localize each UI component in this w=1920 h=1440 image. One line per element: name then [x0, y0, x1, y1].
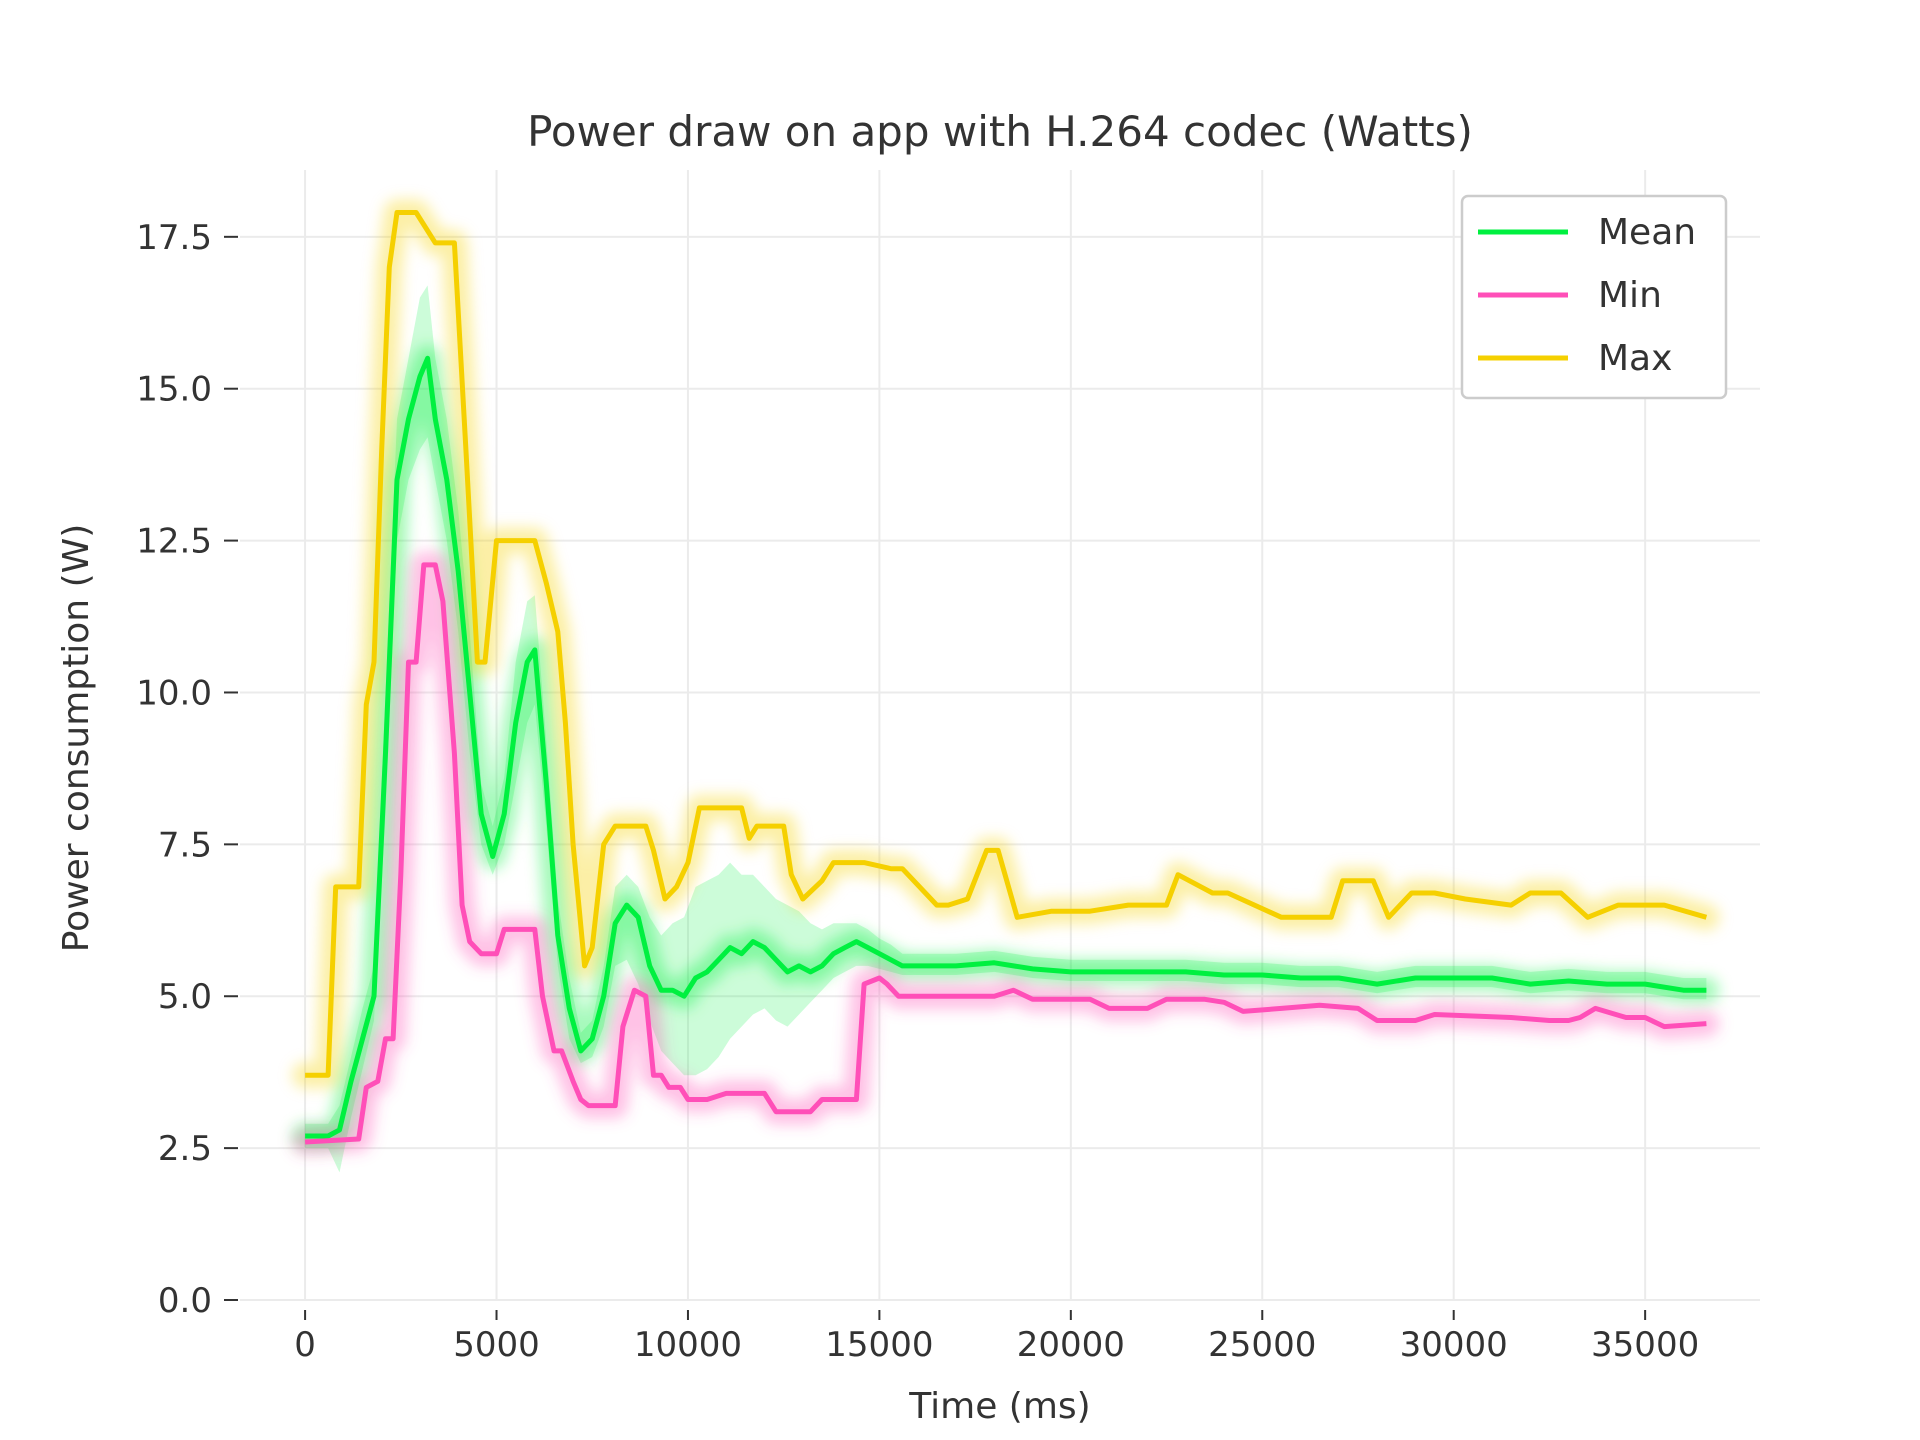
- chart-title: Power draw on app with H.264 codec (Watt…: [527, 107, 1473, 156]
- series-lines: [304, 210, 1708, 1145]
- x-tick-label: 10000: [634, 1325, 742, 1365]
- legend-label-min: Min: [1598, 275, 1662, 316]
- x-tick-label: 15000: [825, 1325, 933, 1365]
- legend: Mean Min Max: [1460, 194, 1728, 400]
- min-line: [304, 562, 1707, 1145]
- x-axis: 0 5000 10000 15000 20000 25000 30000 35000: [294, 1310, 1699, 1365]
- y-tick-label: 17.5: [136, 218, 212, 258]
- x-tick-label: 0: [294, 1325, 316, 1365]
- x-tick-label: 35000: [1591, 1325, 1699, 1365]
- y-tick-label: 12.5: [136, 522, 212, 562]
- y-tick-label: 15.0: [136, 370, 212, 410]
- x-tick-label: 30000: [1400, 1325, 1508, 1365]
- legend-box: [1460, 194, 1728, 400]
- max-line: [305, 210, 1708, 1078]
- x-axis-label: Time (ms): [908, 1386, 1090, 1427]
- x-tick-label: 5000: [453, 1325, 540, 1365]
- y-tick-label: 10.0: [136, 673, 212, 713]
- x-tick-label: 20000: [1017, 1325, 1125, 1365]
- legend-label-max: Max: [1598, 338, 1672, 379]
- y-tick-label: 0.0: [158, 1281, 212, 1321]
- mean-line: [305, 355, 1707, 1139]
- y-tick-label: 7.5: [158, 825, 212, 865]
- y-axis-label: Power consumption (W): [56, 524, 97, 953]
- legend-label-mean: Mean: [1598, 212, 1696, 253]
- x-tick-label: 25000: [1208, 1325, 1316, 1365]
- y-tick-label: 5.0: [158, 977, 212, 1017]
- y-tick-label: 2.5: [158, 1129, 212, 1169]
- y-axis: 0.0 2.5 5.0 7.5 10.0 12.5 15.0 17.5: [136, 218, 238, 1321]
